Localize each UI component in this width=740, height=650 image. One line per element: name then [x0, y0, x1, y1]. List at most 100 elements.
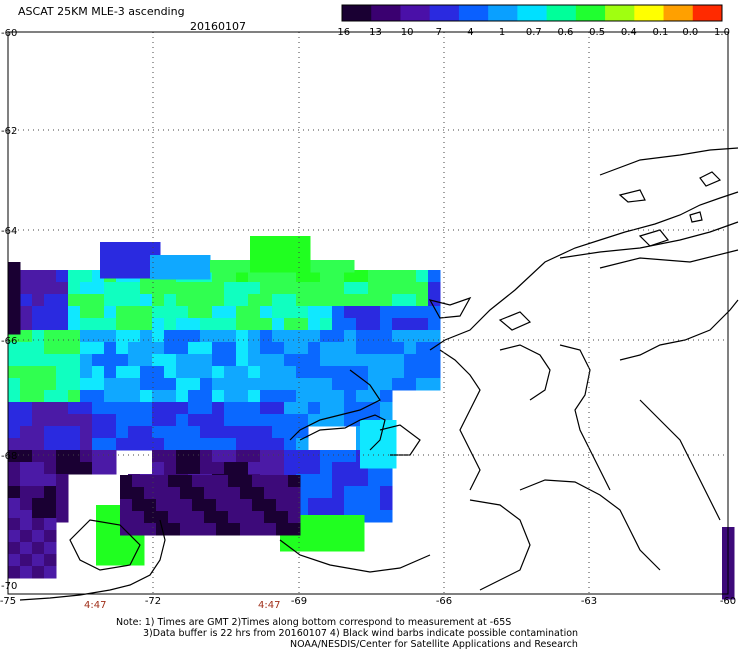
swath-cell: [104, 426, 117, 439]
swath-cell: [288, 475, 301, 488]
swath-cell: [44, 462, 57, 475]
swath-cell: [32, 342, 45, 355]
swath-cell: [264, 511, 277, 524]
swath-cell: [368, 402, 381, 415]
swath-cell: [248, 294, 261, 307]
swath-cell: [176, 438, 189, 451]
swath-cell: [104, 330, 117, 343]
swath-cell: [308, 390, 321, 403]
swath-cell: [20, 518, 33, 531]
swath-cell: [92, 390, 105, 403]
swath-cell: [308, 270, 321, 283]
swath-cell: [416, 330, 429, 343]
swath-cell: [320, 474, 333, 487]
swath-cell: [332, 402, 345, 415]
swath-cell: [68, 366, 81, 379]
swath-cell: [344, 450, 357, 463]
swath-cell: [236, 402, 249, 415]
swath-cell: [240, 511, 253, 524]
note-line-1: Note: 1) Times are GMT 2)Times along bot…: [116, 617, 511, 628]
swath-cell: [284, 318, 297, 331]
swath-cell: [8, 354, 21, 367]
swath-cell: [32, 426, 45, 439]
swath-cell: [264, 499, 277, 512]
swath-cell: [128, 390, 141, 403]
swath-cell: [224, 390, 237, 403]
swath-cell: [32, 354, 45, 367]
swath-cell: [152, 354, 165, 367]
swath-cell: [180, 499, 193, 512]
swath-cell: [20, 318, 33, 331]
swath-cell: [32, 270, 45, 283]
swath-cell: [176, 306, 189, 319]
swath-cell: [92, 366, 105, 379]
swath-cell: [404, 306, 417, 319]
swath-cell: [344, 390, 357, 403]
colorbar-segment: [371, 5, 401, 21]
swath-cell: [200, 462, 213, 475]
swath-cell: [68, 414, 81, 427]
swath-cell: [56, 354, 69, 367]
swath-cell: [104, 462, 117, 475]
swath-cell: [332, 378, 345, 391]
swath-cell: [112, 242, 125, 255]
swath-cell: [284, 426, 297, 439]
swath-cell: [212, 390, 225, 403]
swath-cell: [44, 270, 57, 283]
swath-cell: [128, 282, 141, 295]
swath-cell: [168, 499, 181, 512]
swath-cell: [260, 450, 273, 463]
swath-cell: [32, 378, 45, 391]
swath-cell: [188, 306, 201, 319]
swath-cell: [272, 330, 285, 343]
swath-cell: [116, 282, 129, 295]
swath-cell: [260, 342, 273, 355]
swath-cell: [8, 378, 21, 391]
swath-cell: [286, 260, 299, 273]
swath-cell: [212, 306, 225, 319]
swath-cell: [152, 342, 165, 355]
swath-cell: [308, 486, 321, 499]
swath-cell: [32, 450, 45, 463]
swath-cell: [56, 498, 69, 511]
swath-cell: [212, 378, 225, 391]
swath-cell: [248, 414, 261, 427]
swath-cell: [304, 527, 317, 540]
swath-cell: [248, 450, 261, 463]
swath-cell: [260, 390, 273, 403]
swath-cell: [428, 270, 441, 283]
swath-cell: [248, 330, 261, 343]
swath-cell: [164, 426, 177, 439]
swath-cell: [212, 438, 225, 451]
swath-cell: [416, 306, 429, 319]
swath-cell: [286, 236, 299, 249]
swath-cell: [116, 366, 129, 379]
longitude-label: -69: [291, 596, 307, 607]
swath-cell: [272, 306, 285, 319]
colorbar-label: -10: [397, 27, 413, 38]
swath-cell: [176, 450, 189, 463]
swath-cell: [356, 486, 369, 499]
swath-cell: [44, 438, 57, 451]
swath-cell: [328, 515, 341, 528]
swath-cell: [276, 487, 289, 500]
swath-cell: [8, 518, 21, 531]
swath-cell: [330, 260, 343, 273]
note-line-3: NOAA/NESDIS/Center for Satellite Applica…: [290, 639, 578, 650]
coastline: [19, 147, 739, 601]
swath-cell: [320, 354, 333, 367]
swath-cell: [212, 414, 225, 427]
swath-cell: [228, 523, 241, 536]
swath-cell: [108, 553, 121, 566]
swath-cell: [284, 282, 297, 295]
swath-cell: [332, 354, 345, 367]
swath-cell: [112, 254, 125, 267]
swath-cell: [344, 282, 357, 295]
swath-cell: [320, 306, 333, 319]
swath-cell: [156, 511, 169, 524]
time-label: 4:47: [84, 600, 106, 611]
swath-cell: [8, 274, 21, 287]
swath-cell: [274, 248, 287, 261]
swath-cell: [308, 306, 321, 319]
swath-cell: [392, 282, 405, 295]
